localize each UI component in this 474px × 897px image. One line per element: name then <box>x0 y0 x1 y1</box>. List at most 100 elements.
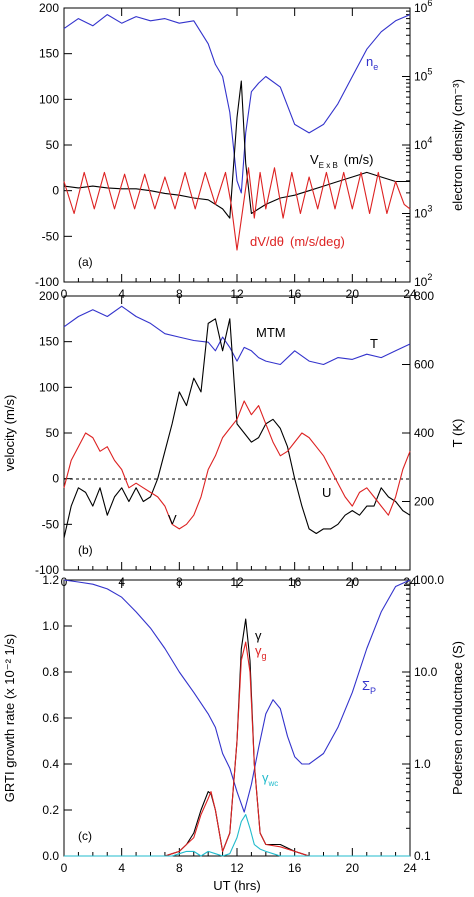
x-tick-label: 8 <box>176 287 183 301</box>
panel-c-right-axis-label: Pedersen conductnace (S) <box>450 641 465 795</box>
panel-b-frame <box>63 295 411 571</box>
series-line-2-2 <box>64 641 410 857</box>
right-tick-label: 103 <box>414 204 432 221</box>
left-tick-label: 100 <box>39 380 59 394</box>
series-label-vexb: VE x B (m/s) <box>310 152 373 170</box>
panel-b-label: (b) <box>78 543 93 557</box>
left-tick-label: 0 <box>52 472 59 486</box>
series-label-gamma-wc-sub: wc <box>268 779 279 788</box>
x-tick-label: 4 <box>118 287 125 301</box>
left-tick-label: 0.4 <box>42 757 59 771</box>
series-label-sigma-p-name: Σ <box>362 678 370 693</box>
panel-c-right-ticks: 0.1 1.0 10.0 100.0 <box>402 573 444 863</box>
right-tick-exp: 5 <box>427 67 432 77</box>
series-label-gamma-g-name: γ <box>255 643 262 658</box>
right-tick-label: 102 <box>414 272 432 289</box>
panel-c-series <box>63 579 411 857</box>
right-tick-label: 104 <box>414 135 432 152</box>
series-label-gamma-g: γg <box>255 643 267 661</box>
series-label-dvdtheta: dV/dθ (m/s/deg) <box>250 234 345 249</box>
panel-a-series <box>63 14 411 251</box>
series-label-v: V <box>168 512 177 527</box>
series-line-1-1 <box>63 318 411 539</box>
series-line-0-0 <box>63 14 411 194</box>
right-tick-label: 0.1 <box>414 849 431 863</box>
series-line-1-0 <box>63 305 411 366</box>
right-tick-label: 10.0 <box>414 665 438 679</box>
right-tick-label: 400 <box>414 426 434 440</box>
panel-a-x-ticks: 0 4 8 12 16 20 24 <box>61 8 417 301</box>
panel-c-frame <box>63 579 411 857</box>
series-line-1-2 <box>63 400 411 530</box>
x-tick-label: 16 <box>288 287 302 301</box>
right-tick-label: 800 <box>414 289 434 303</box>
right-tick-exp: 4 <box>427 135 432 145</box>
series-label-gamma-wc: γwc <box>262 770 278 788</box>
panel-b-series <box>63 305 411 539</box>
left-tick-label: 50 <box>46 426 60 440</box>
series-label-t: T <box>370 336 378 351</box>
x-axis-label: UT (hrs) <box>213 878 260 893</box>
series-label-gamma: γ <box>255 628 262 643</box>
left-tick-label: 200 <box>39 289 59 303</box>
x-tick-label: 0 <box>61 861 68 875</box>
left-tick-label: 100 <box>39 92 59 106</box>
panel-a-left-ticks: -100 -50 0 50 100 150 200 <box>35 1 72 289</box>
series-label-vexb-unit: (m/s) <box>344 152 374 167</box>
left-tick-label: 50 <box>46 138 60 152</box>
x-tick-label: 12 <box>230 287 244 301</box>
series-label-gamma-wc-name: γ <box>262 770 269 785</box>
x-tick-label: 20 <box>346 287 360 301</box>
x-tick-label: 4 <box>118 861 125 875</box>
series-label-ne-name: n <box>366 54 373 69</box>
series-label-vexb-name: V <box>310 152 319 167</box>
series-label-sigma-p: ΣP <box>362 678 376 696</box>
right-tick-base: 10 <box>414 138 428 152</box>
panel-a-right-axis-label: electron density (cm⁻³) <box>450 79 465 211</box>
left-tick-label: 1.0 <box>42 619 59 633</box>
right-tick-base: 10 <box>414 207 428 221</box>
left-tick-label: 0.8 <box>42 665 59 679</box>
right-tick-exp: 2 <box>427 272 432 282</box>
right-tick-exp: 3 <box>427 204 432 214</box>
left-tick-label: 200 <box>39 1 59 15</box>
x-tick-label: 16 <box>288 861 302 875</box>
x-tick-label: 20 <box>346 861 360 875</box>
right-tick-exp: 6 <box>427 0 432 8</box>
series-line-0-2 <box>63 167 411 251</box>
left-tick-label: 150 <box>39 47 59 61</box>
series-label-u: U <box>322 485 331 500</box>
right-tick-label: 600 <box>414 358 434 372</box>
x-tick-label: 0 <box>61 287 68 301</box>
panel-b-right-ticks: 200 400 600 800 <box>402 289 434 509</box>
right-tick-label: 106 <box>414 0 432 15</box>
right-tick-label: 105 <box>414 67 432 84</box>
left-tick-label: 1.2 <box>42 573 59 587</box>
annotation-mtm: MTM <box>256 325 286 340</box>
left-tick-label: -100 <box>35 563 59 577</box>
right-tick-label: 1.0 <box>414 757 431 771</box>
left-tick-label: 0 <box>52 184 59 198</box>
series-line-2-0 <box>63 579 411 813</box>
panel-c: 0.0 0.2 0.4 0.6 0.8 1.0 1.2 0.1 1.0 10.0 100.0 0 4… <box>2 573 465 893</box>
left-tick-label: -50 <box>42 229 60 243</box>
series-label-ne-sub: e <box>373 62 378 72</box>
right-tick-label: 100.0 <box>414 573 444 587</box>
x-tick-label: 8 <box>176 861 183 875</box>
left-tick-label: -100 <box>35 275 59 289</box>
panel-c-left-axis-label: GRTI growth rate (x 10⁻² 1/s) <box>2 634 17 802</box>
panel-a-label: (a) <box>78 255 93 269</box>
right-tick-label: 200 <box>414 495 434 509</box>
series-label-ne: ne <box>366 54 378 72</box>
left-tick-label: -50 <box>42 517 60 531</box>
right-tick-base: 10 <box>414 275 428 289</box>
x-tick-label: 24 <box>403 861 417 875</box>
panel-a-frame <box>63 7 411 283</box>
left-tick-label: 150 <box>39 335 59 349</box>
panel-c-left-ticks: 0.0 0.2 0.4 0.6 0.8 1.0 1.2 <box>42 573 72 863</box>
left-tick-label: 0.0 <box>42 849 59 863</box>
